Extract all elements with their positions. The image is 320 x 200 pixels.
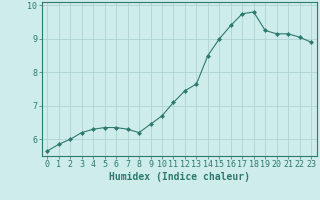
X-axis label: Humidex (Indice chaleur): Humidex (Indice chaleur) (109, 172, 250, 182)
